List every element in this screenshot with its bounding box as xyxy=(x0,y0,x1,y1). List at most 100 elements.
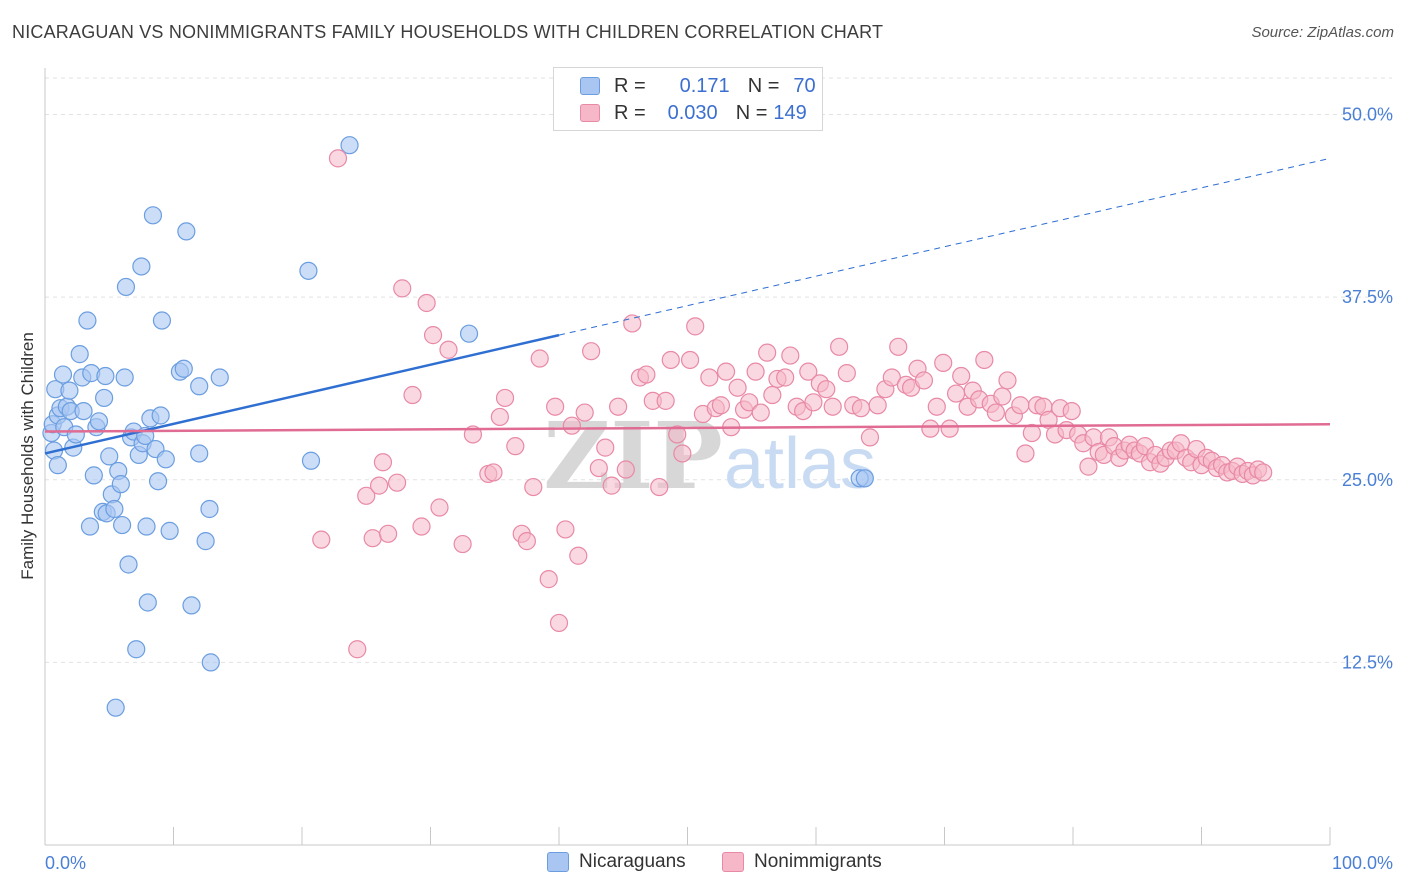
data-point-nonimmigrants xyxy=(549,613,569,633)
data-point-nicaraguans xyxy=(60,381,79,400)
stats-row-nicaraguans: R = 0.171 N = 70 xyxy=(580,73,816,99)
data-point-nicaraguans xyxy=(148,472,168,491)
data-point-nonimmigrants xyxy=(998,371,1017,390)
data-point-nonimmigrants xyxy=(1254,463,1273,482)
data-point-nonimmigrants xyxy=(348,640,367,659)
data-point-nonimmigrants xyxy=(370,476,389,495)
data-point-nonimmigrants xyxy=(868,396,887,415)
data-point-nonimmigrants xyxy=(686,317,705,336)
data-point-nicaraguans xyxy=(177,222,196,241)
data-point-nonimmigrants xyxy=(914,371,934,390)
data-point-nonimmigrants xyxy=(417,293,436,313)
data-point-nonimmigrants xyxy=(927,397,946,416)
data-point-nonimmigrants xyxy=(602,476,621,495)
data-point-nonimmigrants xyxy=(668,425,687,444)
chart-title: NICARAGUAN VS NONIMMIGRANTS FAMILY HOUSE… xyxy=(12,22,884,42)
data-point-nicaraguans xyxy=(299,261,318,280)
data-point-nicaraguans xyxy=(112,515,132,535)
data-point-nonimmigrants xyxy=(975,350,994,370)
data-point-nonimmigrants xyxy=(711,396,731,415)
data-point-nicaraguans xyxy=(106,698,125,717)
n-value: 70 xyxy=(793,74,816,97)
data-point-nicaraguans xyxy=(127,640,146,659)
data-point-nonimmigrants xyxy=(700,368,719,387)
source-label: Source: ZipAtlas.com xyxy=(1251,24,1394,41)
data-point-nicaraguans xyxy=(116,277,136,297)
data-point-nicaraguans xyxy=(156,450,175,469)
data-point-nonimmigrants xyxy=(661,350,680,370)
data-point-nicaraguans xyxy=(196,532,215,551)
data-point-nonimmigrants xyxy=(1022,423,1041,443)
data-point-nonimmigrants xyxy=(546,397,565,416)
y-tick-label: 37.5% xyxy=(1342,287,1393,307)
legend-item-nicaraguans[interactable]: Nicaraguans xyxy=(547,851,686,873)
nicaraguans-swatch xyxy=(580,77,600,95)
data-point-nonimmigrants xyxy=(412,517,431,536)
y-tick-label: 12.5% xyxy=(1342,652,1393,672)
data-point-nonimmigrants xyxy=(934,353,953,372)
data-point-nonimmigrants xyxy=(589,458,608,478)
data-point-nonimmigrants xyxy=(776,368,795,387)
data-point-nicaraguans xyxy=(210,368,229,387)
data-point-nicaraguans xyxy=(84,466,103,485)
data-point-nonimmigrants xyxy=(851,399,871,418)
legend-label: Nonimmigrants xyxy=(754,851,882,872)
data-point-nicaraguans xyxy=(78,311,97,330)
data-point-nonimmigrants xyxy=(781,346,800,365)
data-point-nonimmigrants xyxy=(328,149,348,168)
data-point-nonimmigrants xyxy=(656,391,675,410)
data-point-nonimmigrants xyxy=(637,365,656,384)
data-point-nonimmigrants xyxy=(363,529,382,548)
data-point-nonimmigrants xyxy=(378,524,398,543)
data-point-nicaraguans xyxy=(89,412,109,431)
data-point-nonimmigrants xyxy=(582,342,601,361)
legend-item-nonimmigrants[interactable]: Nonimmigrants xyxy=(722,851,882,873)
data-point-nonimmigrants xyxy=(921,419,940,438)
data-point-nonimmigrants xyxy=(1011,396,1030,415)
data-point-nonimmigrants xyxy=(393,279,412,298)
data-point-nonimmigrants xyxy=(817,380,836,399)
data-point-nonimmigrants xyxy=(575,403,594,422)
n-label: N = xyxy=(747,74,780,97)
data-point-nicaraguans xyxy=(53,365,73,384)
data-point-nonimmigrants xyxy=(403,385,422,405)
data-point-nonimmigrants xyxy=(1062,401,1081,421)
nonimmigrants-swatch xyxy=(580,104,600,122)
data-point-nicaraguans xyxy=(182,596,201,615)
data-point-nicaraguans xyxy=(301,451,321,470)
r-label: R = xyxy=(614,101,646,124)
data-point-nonimmigrants xyxy=(746,362,765,381)
data-point-nicaraguans xyxy=(119,555,138,574)
data-point-nicaraguans xyxy=(143,206,163,225)
data-point-nonimmigrants xyxy=(650,477,669,497)
data-point-nicaraguans xyxy=(111,475,130,494)
data-point-nonimmigrants xyxy=(763,385,782,405)
data-point-nonimmigrants xyxy=(530,349,549,368)
data-point-nonimmigrants xyxy=(524,477,543,497)
data-point-nicaraguans xyxy=(201,653,220,672)
data-point-nonimmigrants xyxy=(596,438,615,457)
data-point-nonimmigrants xyxy=(539,570,558,589)
data-point-nonimmigrants xyxy=(1016,444,1035,463)
data-point-nonimmigrants xyxy=(860,428,880,447)
data-point-nicaraguans xyxy=(115,368,134,387)
y-tick-label: 25.0% xyxy=(1342,470,1393,490)
data-point-nonimmigrants xyxy=(680,350,700,370)
data-point-nicaraguans xyxy=(132,257,151,276)
data-point-nonimmigrants xyxy=(517,532,536,551)
data-point-nonimmigrants xyxy=(484,463,503,482)
data-point-nonimmigrants xyxy=(758,343,777,362)
data-point-nicaraguans xyxy=(459,324,479,343)
data-point-nonimmigrants xyxy=(728,378,747,397)
data-point-nonimmigrants xyxy=(387,473,407,492)
trend-line-nonimmigrants xyxy=(44,422,1331,433)
data-point-nicaraguans xyxy=(74,401,93,421)
x-tick-label: 0.0% xyxy=(45,853,86,873)
y-tick-label: 50.0% xyxy=(1342,105,1393,125)
data-point-nonimmigrants xyxy=(673,444,692,463)
stats-box: R = 0.171 N = 70 R = 0.030 N = 149 xyxy=(553,67,823,131)
data-point-nicaraguans xyxy=(95,388,114,408)
data-point-nonimmigrants xyxy=(830,337,849,356)
data-point-nonimmigrants xyxy=(562,416,581,435)
data-point-nonimmigrants xyxy=(616,460,635,479)
